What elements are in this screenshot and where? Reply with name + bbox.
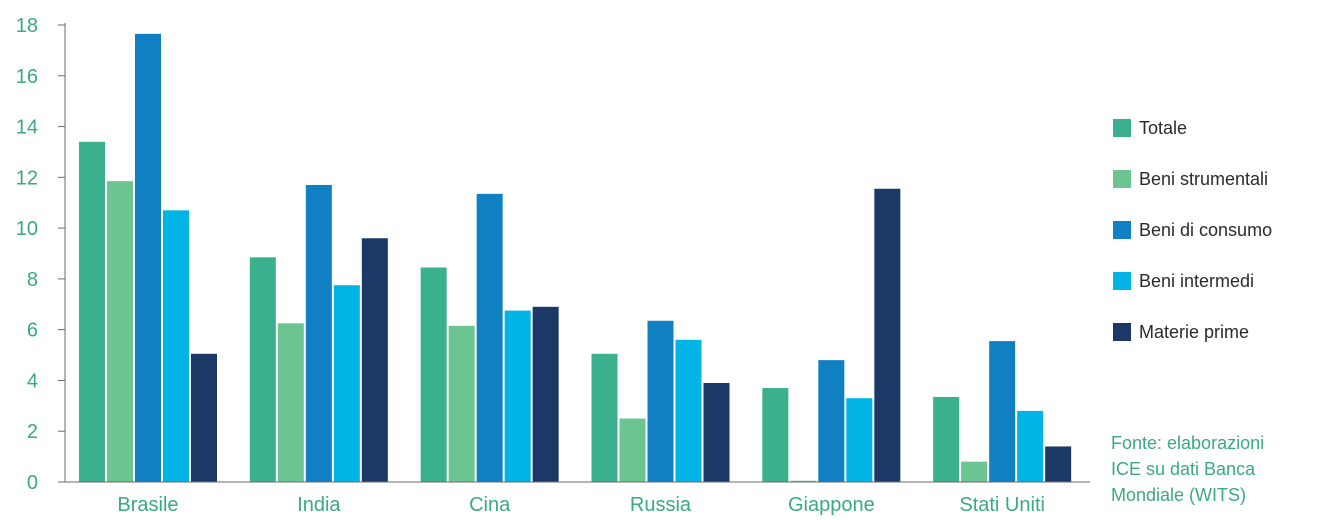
legend-label: Beni strumentali xyxy=(1139,169,1268,189)
source-line-1: Fonte: elaborazioni xyxy=(1111,433,1264,453)
source-line-3: Mondiale (WITS) xyxy=(1111,485,1246,505)
bar-group xyxy=(420,193,559,482)
bar xyxy=(476,193,503,482)
legend-item: Beni di consumo xyxy=(1113,220,1272,240)
legend: Totale Beni strumentali Beni di consumo Ben… xyxy=(1113,118,1272,342)
legend-label: Beni di consumo xyxy=(1139,220,1272,240)
x-category-label: Giappone xyxy=(788,494,875,516)
bar xyxy=(420,267,447,482)
bar xyxy=(703,382,730,482)
bar xyxy=(790,480,817,482)
y-axis: 0 2 4 6 8 10 12 14 16 18 xyxy=(16,15,66,494)
x-category-label: Stati Uniti xyxy=(959,494,1045,516)
source-note: Fonte: elaborazioni ICE su dati Banca Mo… xyxy=(1111,433,1264,505)
legend-swatch xyxy=(1113,323,1131,341)
bar xyxy=(591,353,618,482)
bar xyxy=(277,323,304,482)
legend-item: Beni strumentali xyxy=(1113,169,1268,189)
bar xyxy=(163,210,189,483)
legend-item: Materie prime xyxy=(1113,322,1249,342)
bar xyxy=(191,353,217,482)
bar-group xyxy=(933,341,1072,482)
y-tick-label: 16 xyxy=(16,66,38,88)
x-axis: Brasile India Cina Russia Giappone Stati Unit… xyxy=(65,481,1090,516)
y-tick-label: 18 xyxy=(16,15,38,37)
y-tick-label: 12 xyxy=(16,167,38,189)
y-tick-label: 4 xyxy=(27,370,38,392)
y-tick-label: 6 xyxy=(27,320,38,342)
legend-item: Totale xyxy=(1113,118,1187,138)
bar-group xyxy=(591,320,730,482)
legend-swatch xyxy=(1113,119,1131,137)
bar-group xyxy=(762,188,901,482)
bar xyxy=(846,398,873,482)
bar xyxy=(305,184,332,482)
bar xyxy=(818,360,845,482)
bar xyxy=(79,141,105,483)
y-tick-label: 0 xyxy=(27,472,38,494)
bar xyxy=(647,320,674,482)
y-tick-label: 8 xyxy=(27,269,38,291)
y-tick-label: 2 xyxy=(27,421,38,443)
bar xyxy=(961,461,988,482)
bar xyxy=(135,33,161,483)
legend-swatch xyxy=(1113,221,1131,239)
source-line-2: ICE su dati Banca xyxy=(1111,459,1256,479)
legend-label: Totale xyxy=(1139,118,1187,138)
bar xyxy=(762,388,789,482)
bar xyxy=(361,238,388,482)
legend-swatch xyxy=(1113,170,1131,188)
legend-swatch xyxy=(1113,272,1131,290)
y-tick-label: 14 xyxy=(16,117,38,139)
legend-label: Beni intermedi xyxy=(1139,271,1254,291)
bar-group xyxy=(249,184,388,482)
x-category-label: Russia xyxy=(630,494,692,516)
bar xyxy=(249,257,276,482)
bar xyxy=(874,188,901,482)
x-category-label: Brasile xyxy=(117,494,178,516)
bar xyxy=(933,396,960,482)
bar xyxy=(448,325,475,482)
bar xyxy=(504,310,531,482)
y-tick-label: 10 xyxy=(16,218,38,240)
bar xyxy=(1017,410,1044,482)
legend-item: Beni intermedi xyxy=(1113,271,1254,291)
bar xyxy=(675,339,702,482)
bar xyxy=(333,285,360,482)
bar xyxy=(989,341,1016,482)
x-category-label: Cina xyxy=(469,494,511,516)
x-category-label: India xyxy=(297,494,341,516)
bar xyxy=(619,418,646,482)
bar-group xyxy=(79,33,217,483)
bars xyxy=(79,33,1072,483)
bar xyxy=(107,181,133,482)
bar xyxy=(532,306,559,482)
bar xyxy=(1045,446,1072,482)
legend-label: Materie prime xyxy=(1139,322,1249,342)
